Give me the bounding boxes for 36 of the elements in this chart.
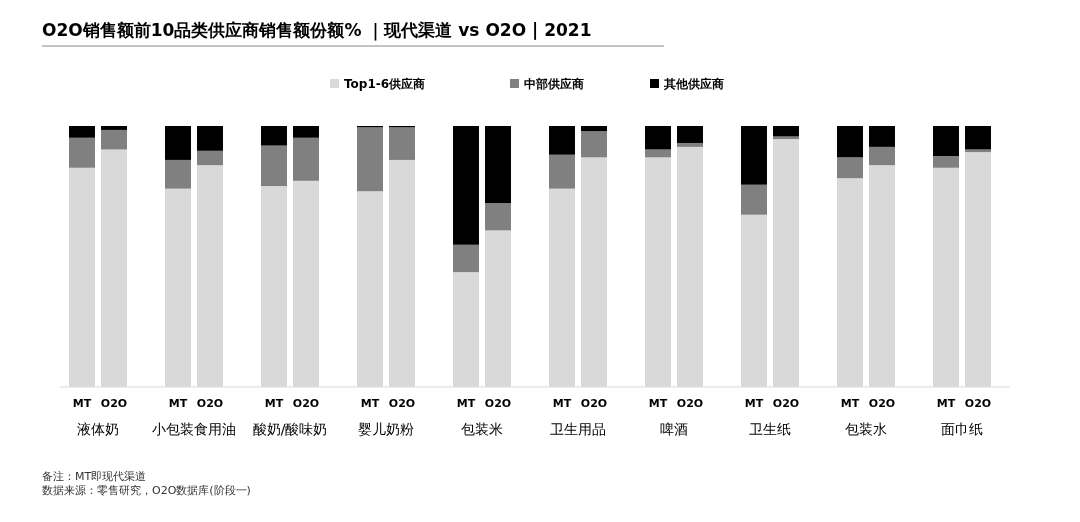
- x-tick-label: O2O: [868, 397, 896, 410]
- text: 备注：MT即现代渠道: [42, 470, 147, 483]
- text: 卫生纸: [749, 421, 791, 437]
- x-tick-label: MT: [456, 397, 476, 410]
- text: 小包装食用油: [152, 421, 236, 437]
- x-tick-label: O2O: [772, 397, 800, 410]
- legend-label: 其他供应商: [663, 77, 724, 91]
- x-tick-label: MT: [648, 397, 668, 410]
- x-tick-label: MT: [744, 397, 764, 410]
- x-tick-label: MT: [552, 397, 572, 410]
- text: 婴儿奶粉: [358, 421, 414, 437]
- text: 包装水: [845, 421, 887, 437]
- x-tick-label: O2O: [292, 397, 320, 410]
- x-tick-label: O2O: [580, 397, 608, 410]
- source-note: 数据来源：零售研究，O2O数据库(阶段一): [42, 484, 251, 497]
- x-tick-label: MT: [936, 397, 956, 410]
- x-tick-label: O2O: [484, 397, 512, 410]
- x-tick-label: MT: [264, 397, 284, 410]
- x-tick-label: MT: [168, 397, 188, 410]
- text: 液体奶: [77, 421, 119, 437]
- x-tick-label: O2O: [100, 397, 128, 410]
- x-tick-label: MT: [360, 397, 380, 410]
- legend-label: Top1-6供应商: [344, 77, 426, 91]
- legend-label: 中部供应商: [524, 77, 584, 91]
- chart-title: O2O销售额前10品类供应商销售额份额% ｜现代渠道 vs O2O | 2021: [42, 20, 592, 41]
- text: 卫生用品: [550, 421, 606, 437]
- text: 酸奶/酸味奶: [252, 421, 328, 437]
- x-tick-label: O2O: [676, 397, 704, 410]
- x-tick-label: MT: [840, 397, 860, 410]
- text: 面巾纸: [941, 421, 983, 437]
- x-tick-label: O2O: [388, 397, 416, 410]
- text: 包装米: [461, 421, 503, 437]
- x-tick-label: O2O: [964, 397, 992, 410]
- text: 啤酒: [660, 421, 688, 437]
- x-tick-label: MT: [72, 397, 92, 410]
- x-tick-label: O2O: [196, 397, 224, 410]
